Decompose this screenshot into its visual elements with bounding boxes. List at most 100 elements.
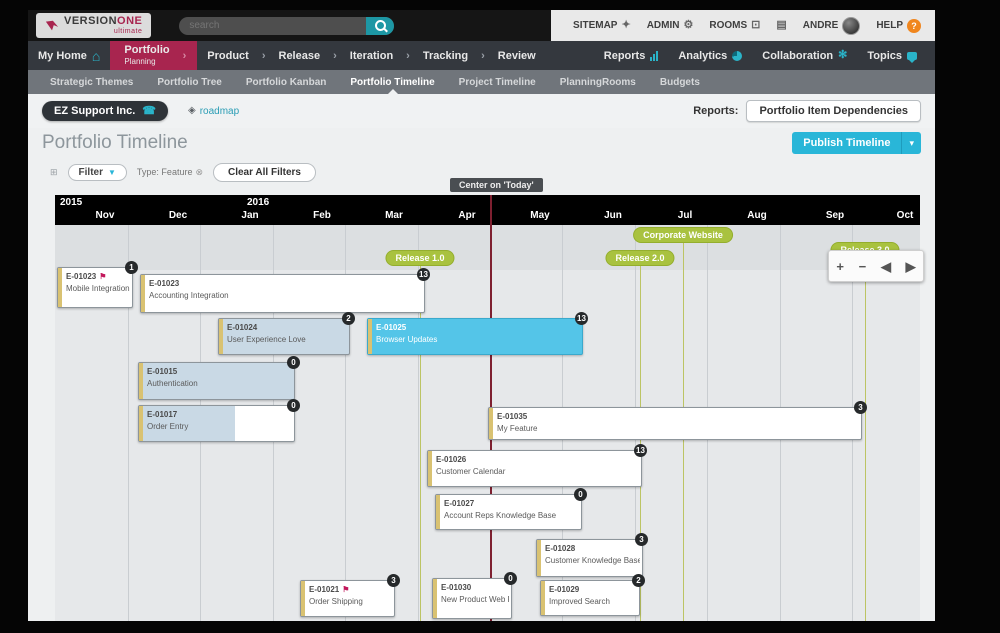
publish-timeline-button[interactable]: Publish Timeline	[792, 132, 902, 154]
timeline-card-e-01024[interactable]: E-01024 User Experience Love 2	[218, 312, 355, 355]
main-nav: My Home ⌂ Portfolio Planning › Product › R…	[28, 41, 935, 70]
nav-right-items: Reports Analytics Collaboration ✻ Topics	[594, 50, 935, 63]
timeline-card-e-01021[interactable]: E-01021 ⚑ Order Shipping 3	[300, 574, 400, 617]
chevron-down-icon: ▾	[909, 137, 914, 148]
clear-all-filters-button[interactable]: Clear All Filters	[213, 162, 316, 182]
title-bar: Portfolio Timeline Publish Timeline ▾	[28, 128, 935, 158]
toplink-help[interactable]: HELP?	[876, 18, 921, 33]
card-id: E-01030	[441, 583, 509, 592]
card-title: Browser Updates	[376, 335, 438, 344]
nav-iteration[interactable]: Iteration	[349, 49, 394, 62]
card-title: Mobile Integration	[66, 284, 130, 293]
expand-icon[interactable]: ⊞	[50, 166, 58, 177]
toplink-label: ANDRE	[802, 20, 839, 31]
toplink-sitemap[interactable]: SITEMAP ✦	[573, 19, 631, 32]
month-label: Mar	[385, 210, 403, 221]
subnav-portfolio-timeline[interactable]: Portfolio Timeline	[338, 70, 446, 94]
month-label: Oct	[896, 210, 914, 221]
sitemap-icon: ✦	[621, 19, 631, 31]
timeline-card-e-01028[interactable]: E-01028 Customer Knowledge Base 3	[536, 533, 648, 577]
toplink-rooms[interactable]: ROOMS ⊡	[709, 20, 760, 32]
timeline-card-e-01026[interactable]: E-01026 Customer Calendar 13	[427, 444, 647, 487]
release-pill-release-1.0[interactable]: Release 1.0	[385, 250, 455, 266]
toplink-admin[interactable]: ADMIN ⚙	[647, 20, 694, 32]
nav-topics[interactable]: Topics	[857, 50, 927, 63]
toplink-andre[interactable]: ANDRE	[802, 16, 861, 35]
team-selector[interactable]: EZ Support Inc. ☎	[42, 101, 168, 121]
month-label: Aug	[747, 210, 767, 221]
release-pill-corporate-website[interactable]: Corporate Website	[633, 227, 733, 243]
card-content: E-01028 Customer Knowledge Base	[545, 544, 640, 574]
nav-portfolio-planning[interactable]: Portfolio Planning ›	[110, 41, 198, 70]
subnav-budgets[interactable]: Budgets	[659, 76, 700, 88]
zoom-in-button[interactable]: +	[836, 258, 844, 274]
card-id-text: E-01015	[147, 367, 178, 376]
subnav-portfolio-kanban[interactable]: Portfolio Kanban	[245, 76, 327, 88]
search-box	[179, 16, 395, 35]
nav-product[interactable]: Product	[207, 49, 249, 62]
card-badge: 13	[417, 268, 430, 281]
zoom-out-button[interactable]: −	[858, 258, 867, 274]
toplink-label: SITEMAP	[573, 20, 618, 31]
timeline-card-e-01029[interactable]: E-01029 Improved Search 2	[540, 574, 645, 616]
bar-chart-icon	[650, 50, 659, 61]
card-id: E-01024	[227, 323, 347, 332]
timeline-card-e-01025[interactable]: E-01025 Browser Updates 13	[367, 312, 588, 355]
portfolio-item-dependencies-button[interactable]: Portfolio Item Dependencies	[746, 100, 921, 122]
card-id-text: E-01023	[149, 279, 180, 288]
card-id: E-01027	[444, 499, 579, 508]
card-badge: 3	[387, 574, 400, 587]
publish-dropdown-button[interactable]: ▾	[901, 132, 921, 154]
month-label: Sep	[825, 210, 845, 221]
subnav-planningrooms[interactable]: PlanningRooms	[559, 76, 636, 88]
nav-review[interactable]: Review	[497, 49, 536, 62]
nav-release[interactable]: Release	[278, 49, 321, 62]
pan-right-button[interactable]: ▶	[905, 258, 916, 274]
publish-timeline-split-button: Publish Timeline ▾	[792, 132, 921, 154]
roadmap-link[interactable]: ◈ roadmap	[188, 106, 239, 117]
search-button[interactable]	[366, 16, 395, 35]
subnav-strategic-themes[interactable]: Strategic Themes	[50, 76, 134, 88]
subnav-project-timeline[interactable]: Project Timeline	[458, 76, 536, 88]
timeline-card-e-01027[interactable]: E-01027 Account Reps Knowledge Base 0	[435, 488, 587, 530]
timeline-card-e-01030[interactable]: E-01030 New Product Web P 0	[432, 572, 517, 619]
pan-left-button[interactable]: ◀	[880, 258, 891, 274]
center-on-today-button[interactable]: Center on 'Today'	[450, 178, 543, 192]
timeline-card-e-01015[interactable]: E-01015 Authentication 0	[138, 356, 300, 400]
timeline-card-e-01017[interactable]: E-01017 Order Entry 0	[138, 399, 300, 442]
type-filter-chip[interactable]: Type: Feature ⊗	[137, 167, 203, 178]
card-id-text: E-01030	[441, 583, 472, 592]
card-id-text: E-01024	[227, 323, 258, 332]
timeline-card-e-01035[interactable]: E-01035 My Feature 3	[488, 401, 867, 440]
nav-analytics[interactable]: Analytics	[668, 50, 752, 62]
chevron-right-icon: ›	[333, 49, 337, 62]
timeline-card-e-01023[interactable]: E-01023 Accounting Integration 13	[140, 268, 430, 313]
toplink-panel-icon[interactable]: ▤	[776, 20, 786, 31]
subnav-portfolio-tree[interactable]: Portfolio Tree	[157, 76, 222, 88]
sub-nav: Strategic Themes Portfolio Tree Portfolio …	[28, 70, 935, 94]
release-band	[55, 225, 920, 270]
filter-button[interactable]: Filter ▼	[67, 163, 127, 181]
timeline-card-e-01023[interactable]: E-01023 ⚑ Mobile Integration 1	[57, 261, 138, 308]
remove-filter-icon[interactable]: ⊗	[195, 166, 203, 177]
reports-area: Reports: Portfolio Item Dependencies	[693, 100, 921, 122]
chevron-right-icon: ›	[182, 49, 187, 62]
nav-reports[interactable]: Reports	[594, 50, 669, 62]
nav-collaboration[interactable]: Collaboration ✻	[752, 50, 857, 62]
month-label: Apr	[458, 210, 476, 221]
nav-my-home[interactable]: My Home ⌂	[28, 41, 110, 70]
avatar	[842, 16, 861, 35]
release-pill-release-2.0[interactable]: Release 2.0	[605, 250, 675, 266]
card-title: User Experience Love	[227, 335, 306, 344]
chevron-right-icon: ›	[261, 49, 266, 62]
versionone-logo[interactable]: VERSIONONE ultimate	[36, 13, 152, 38]
timeline-chart: 2015 2016 Nov Dec Jan Feb Mar Apr May Jun Jul Aug Se…	[55, 195, 924, 621]
card-title: Accounting Integration	[149, 291, 229, 300]
nav-tracking[interactable]: Tracking	[422, 49, 469, 62]
release-marker-line	[865, 258, 866, 621]
zoom-controls: + − ◀ ▶	[828, 250, 924, 282]
card-id: E-01026	[436, 455, 639, 464]
card-id: E-01023 ⚑	[66, 272, 130, 281]
card-title: Customer Knowledge Base	[545, 556, 640, 565]
search-input[interactable]	[179, 19, 357, 32]
